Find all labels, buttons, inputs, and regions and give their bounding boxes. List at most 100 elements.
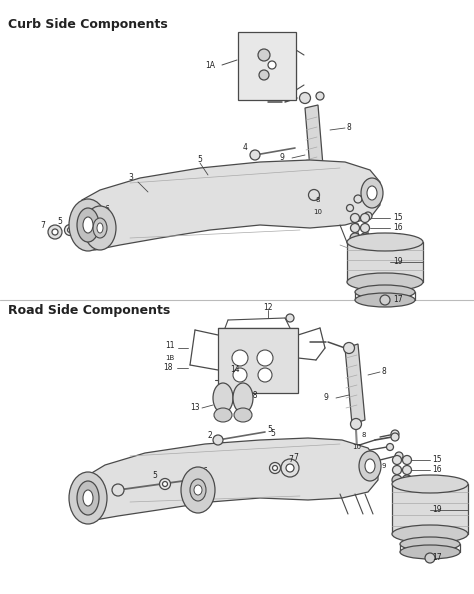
- Circle shape: [250, 150, 260, 160]
- Circle shape: [258, 368, 272, 382]
- Circle shape: [259, 70, 269, 80]
- Circle shape: [218, 402, 228, 412]
- Text: 1A: 1A: [205, 61, 215, 69]
- Ellipse shape: [213, 383, 233, 413]
- Circle shape: [286, 314, 294, 322]
- Ellipse shape: [359, 451, 381, 481]
- Circle shape: [67, 228, 73, 232]
- Ellipse shape: [347, 233, 423, 251]
- Circle shape: [350, 213, 359, 223]
- Circle shape: [395, 452, 403, 460]
- Text: 19: 19: [393, 258, 402, 267]
- Text: 1B: 1B: [165, 355, 174, 361]
- Ellipse shape: [392, 525, 468, 543]
- Text: 5: 5: [267, 425, 272, 434]
- Text: 5: 5: [152, 472, 157, 481]
- Circle shape: [350, 233, 360, 243]
- Ellipse shape: [97, 223, 103, 233]
- Circle shape: [286, 464, 294, 472]
- Text: 8: 8: [347, 124, 352, 132]
- Text: 16: 16: [393, 223, 402, 232]
- Circle shape: [402, 475, 412, 485]
- Text: 18: 18: [163, 364, 173, 372]
- Circle shape: [392, 456, 401, 465]
- Circle shape: [213, 435, 223, 445]
- Ellipse shape: [392, 475, 468, 493]
- FancyBboxPatch shape: [238, 32, 296, 100]
- Text: 15: 15: [393, 213, 402, 223]
- Circle shape: [350, 223, 359, 232]
- Text: 16: 16: [432, 466, 442, 475]
- Text: 8: 8: [316, 197, 320, 203]
- Circle shape: [258, 49, 270, 61]
- Circle shape: [257, 350, 273, 366]
- Circle shape: [364, 212, 372, 220]
- Ellipse shape: [233, 383, 253, 413]
- Text: 20: 20: [393, 233, 402, 242]
- Text: 19: 19: [432, 505, 442, 514]
- Circle shape: [360, 233, 370, 243]
- Circle shape: [281, 459, 299, 477]
- Text: 4: 4: [98, 479, 103, 488]
- Text: 5: 5: [57, 217, 62, 226]
- Text: 17: 17: [432, 554, 442, 563]
- Circle shape: [300, 93, 310, 103]
- Polygon shape: [78, 438, 378, 520]
- Text: 6: 6: [105, 206, 110, 214]
- Circle shape: [316, 92, 324, 100]
- Ellipse shape: [69, 472, 107, 524]
- Text: 7: 7: [40, 220, 45, 229]
- Polygon shape: [345, 344, 365, 424]
- Ellipse shape: [214, 408, 232, 422]
- Text: Road Side Components: Road Side Components: [8, 304, 170, 317]
- Text: 15: 15: [432, 456, 442, 465]
- Text: 6: 6: [203, 467, 208, 476]
- Ellipse shape: [400, 545, 460, 559]
- Ellipse shape: [77, 481, 99, 515]
- Circle shape: [238, 402, 248, 412]
- Circle shape: [112, 484, 124, 496]
- Ellipse shape: [194, 485, 202, 495]
- Circle shape: [64, 225, 75, 235]
- Text: 13: 13: [190, 403, 200, 412]
- Circle shape: [354, 195, 362, 203]
- Text: 7: 7: [288, 456, 293, 465]
- Circle shape: [402, 466, 411, 475]
- Ellipse shape: [83, 490, 93, 506]
- Text: 20: 20: [432, 476, 442, 485]
- Circle shape: [52, 229, 58, 235]
- Ellipse shape: [400, 537, 460, 551]
- Circle shape: [361, 223, 370, 232]
- Text: 14: 14: [230, 365, 240, 374]
- Text: 2: 2: [207, 431, 212, 440]
- Circle shape: [270, 463, 281, 473]
- Circle shape: [350, 419, 362, 429]
- Text: 5: 5: [198, 156, 202, 165]
- Text: 11: 11: [165, 340, 174, 349]
- Circle shape: [391, 430, 399, 438]
- Circle shape: [218, 388, 228, 398]
- Circle shape: [392, 466, 401, 475]
- Circle shape: [391, 433, 399, 441]
- Circle shape: [233, 368, 247, 382]
- Ellipse shape: [234, 408, 252, 422]
- Text: 9: 9: [382, 463, 386, 469]
- Text: 18: 18: [248, 391, 257, 400]
- FancyBboxPatch shape: [347, 242, 423, 282]
- Circle shape: [392, 475, 402, 485]
- Circle shape: [268, 61, 276, 69]
- Text: 7: 7: [293, 453, 298, 463]
- Circle shape: [309, 189, 319, 201]
- Text: Curb Side Components: Curb Side Components: [8, 18, 168, 31]
- Ellipse shape: [355, 293, 415, 307]
- Circle shape: [386, 444, 393, 450]
- Text: 9: 9: [355, 223, 359, 229]
- Ellipse shape: [181, 467, 215, 513]
- Text: 4: 4: [243, 144, 248, 153]
- Circle shape: [380, 295, 390, 305]
- Circle shape: [425, 553, 435, 563]
- Text: 17: 17: [393, 295, 402, 305]
- Circle shape: [344, 343, 355, 353]
- Ellipse shape: [83, 217, 93, 233]
- Text: 9: 9: [280, 153, 285, 163]
